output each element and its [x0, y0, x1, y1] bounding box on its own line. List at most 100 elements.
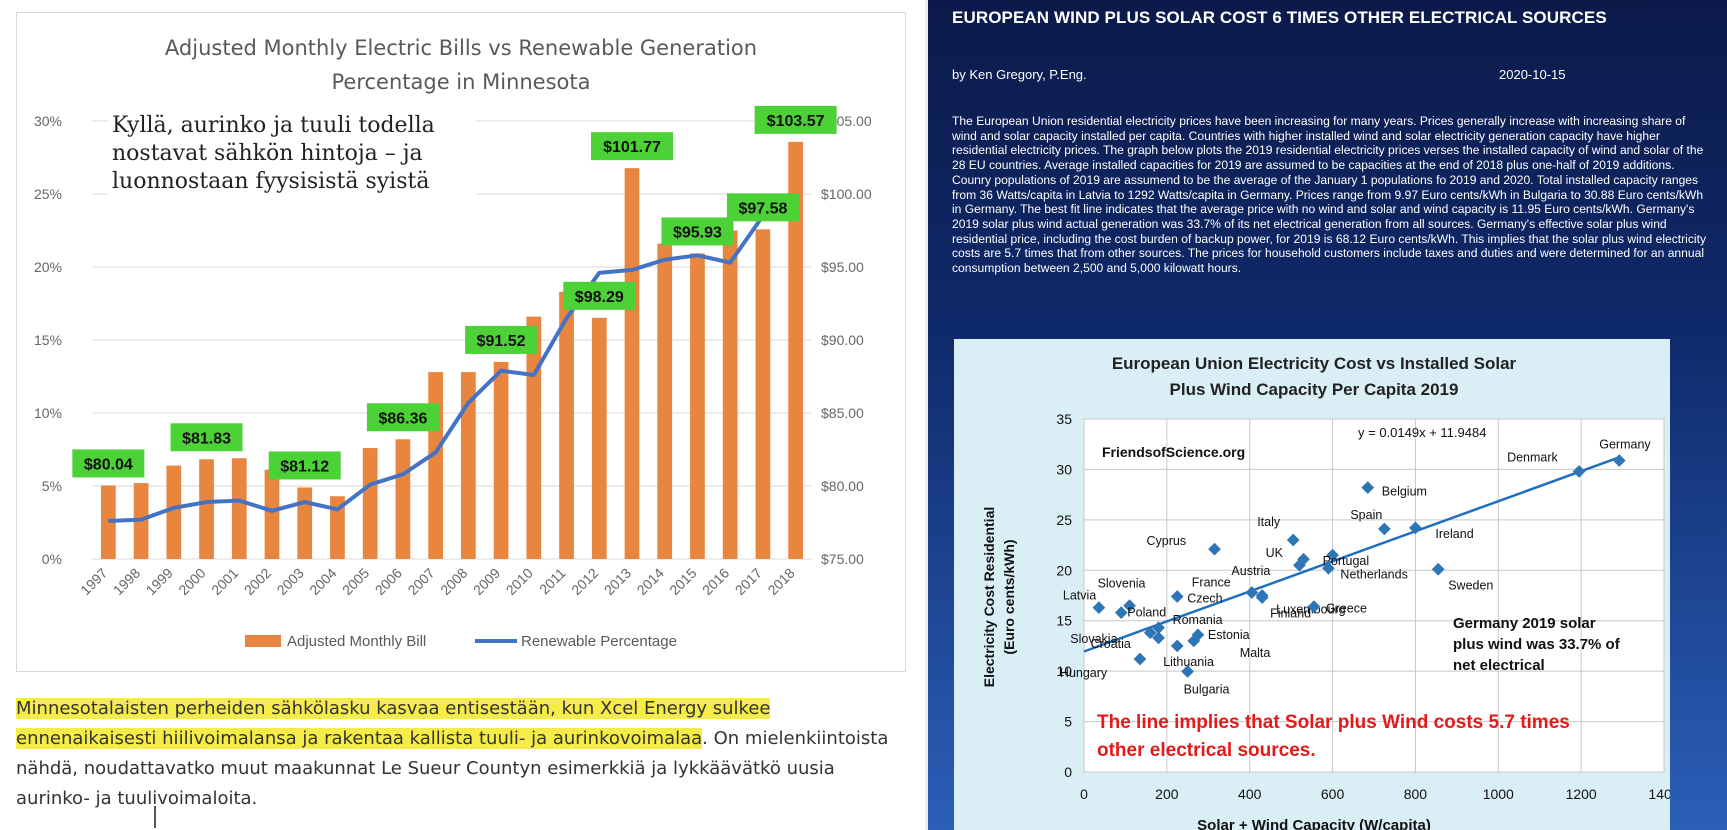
data-label: $91.52 [477, 333, 526, 350]
country-point [1255, 591, 1269, 604]
bill-bar [461, 372, 476, 559]
year-label: 2003 [274, 565, 307, 598]
data-label: $86.36 [378, 410, 427, 427]
right-tick-label: $75.00 [821, 551, 864, 567]
year-label: 2009 [470, 565, 503, 598]
left-tick-label: 5% [42, 478, 62, 494]
source-label: FriendsofScience.org [1102, 444, 1245, 460]
bill-bar [690, 253, 705, 559]
x-tick-label: 0 [1080, 786, 1088, 802]
year-label: 1998 [110, 565, 143, 598]
legend-bar-swatch [245, 635, 281, 647]
conclusion-text: The line implies that Solar plus Wind co… [1097, 712, 1570, 733]
country-label: Poland [1127, 606, 1166, 620]
country-point [1431, 562, 1445, 576]
country-label: Spain [1350, 508, 1382, 522]
x-tick-label: 200 [1155, 786, 1179, 802]
bill-bar [264, 469, 280, 559]
scatter-title: Plus Wind Capacity Per Capita 2019 [1170, 380, 1459, 399]
right-tick-label: $90.00 [821, 332, 864, 348]
trend-equation: y = 0.0149x + 11.9484 [1358, 425, 1486, 440]
bill-bar [297, 487, 313, 559]
bill-bar [591, 317, 607, 559]
right-tick-label: $95.00 [821, 259, 864, 275]
left-tick-label: 25% [34, 186, 62, 202]
legend-line-label: Renewable Percentage [521, 633, 677, 650]
data-label: $81.83 [182, 430, 231, 447]
country-label: Ireland [1435, 527, 1473, 541]
article-author: by Ken Gregory, P.Eng. [952, 67, 1087, 82]
country-label: Malta [1240, 646, 1271, 660]
cursor-divider [154, 806, 156, 828]
scatter-title: European Union Electricity Cost vs Insta… [1112, 354, 1517, 373]
year-label: 2002 [241, 565, 274, 598]
year-label: 2005 [339, 565, 372, 598]
x-tick-label: 800 [1404, 786, 1428, 802]
x-tick-label: 400 [1238, 786, 1262, 802]
data-label-box [268, 451, 341, 480]
bill-bar [166, 465, 182, 559]
country-point [1114, 606, 1128, 620]
country-label: Croatia [1091, 637, 1131, 651]
country-label: Estonia [1208, 628, 1250, 642]
eu-chart: European Union Electricity Cost vs Insta… [954, 339, 1670, 830]
caption-highlight: Minnesotalaisten perheiden sähkölasku ka… [16, 698, 771, 749]
x-axis-label: Solar + Wind Capacity (W/capita) [1197, 817, 1431, 830]
data-label-box [754, 105, 837, 134]
data-label: $80.04 [84, 456, 133, 473]
x-tick-label: 600 [1321, 786, 1345, 802]
right-panel: EUROPEAN WIND PLUS SOLAR COST 6 TIMES OT… [928, 0, 1727, 830]
data-label: $103.57 [767, 113, 825, 130]
article-title: EUROPEAN WIND PLUS SOLAR COST 6 TIMES OT… [952, 8, 1607, 27]
y-tick-label: 15 [1056, 613, 1072, 629]
bill-bar [428, 372, 443, 559]
country-label: Belgium [1382, 485, 1427, 499]
data-label-box [726, 193, 799, 222]
y-tick-label: 35 [1056, 411, 1072, 427]
article-body: The European Union residential electrici… [952, 114, 1707, 276]
germany-annotation: net electrical [1453, 657, 1545, 674]
country-label: Austria [1231, 564, 1270, 578]
x-tick-label: 1200 [1566, 786, 1597, 802]
chart-title: Adjusted Monthly Electric Bills vs Renew… [165, 36, 757, 60]
bill-bar [330, 496, 345, 559]
legend-bar-label: Adjusted Monthly Bill [287, 633, 426, 650]
year-label: 2018 [764, 565, 797, 598]
country-label: Cyprus [1147, 534, 1187, 548]
left-tick-label: 10% [34, 405, 62, 421]
country-label: Bulgaria [1184, 682, 1230, 696]
bill-bar [199, 459, 214, 559]
year-label: 2016 [699, 565, 732, 598]
bill-bar [101, 485, 116, 559]
country-label: Latvia [1063, 589, 1096, 603]
country-point [1143, 626, 1157, 640]
country-label: Romania [1173, 613, 1223, 627]
year-label: 1997 [77, 565, 110, 598]
data-label: $98.29 [575, 289, 624, 306]
year-label: 2006 [372, 565, 405, 598]
country-point [1187, 634, 1201, 648]
caption-rest: . On mielenkiintoista nähdä, noudattavat… [16, 728, 889, 809]
left-tick-label: 20% [34, 259, 62, 275]
data-label: $81.12 [280, 458, 329, 475]
y-tick-label: 25 [1056, 512, 1072, 528]
data-label-box [591, 132, 673, 161]
year-label: 2001 [208, 565, 241, 598]
germany-annotation: Germany 2019 solar [1453, 615, 1596, 632]
bill-bar [395, 439, 411, 559]
country-label: Slovenia [1098, 577, 1146, 591]
year-label: 2000 [175, 565, 208, 598]
country-point [1612, 454, 1626, 467]
country-point [1361, 481, 1375, 494]
bill-bar [624, 168, 640, 559]
chart-title: Percentage in Minnesota [331, 70, 590, 94]
data-label-box [661, 217, 734, 246]
data-label-box [465, 325, 538, 354]
year-label: 2014 [634, 565, 667, 598]
bill-bar [526, 316, 542, 559]
country-point [1286, 533, 1300, 547]
country-label: UK [1266, 546, 1284, 560]
data-label: $95.93 [673, 224, 722, 241]
y-axis-label: Electricity Cost Residential [981, 507, 997, 688]
data-label: $101.77 [603, 139, 661, 156]
